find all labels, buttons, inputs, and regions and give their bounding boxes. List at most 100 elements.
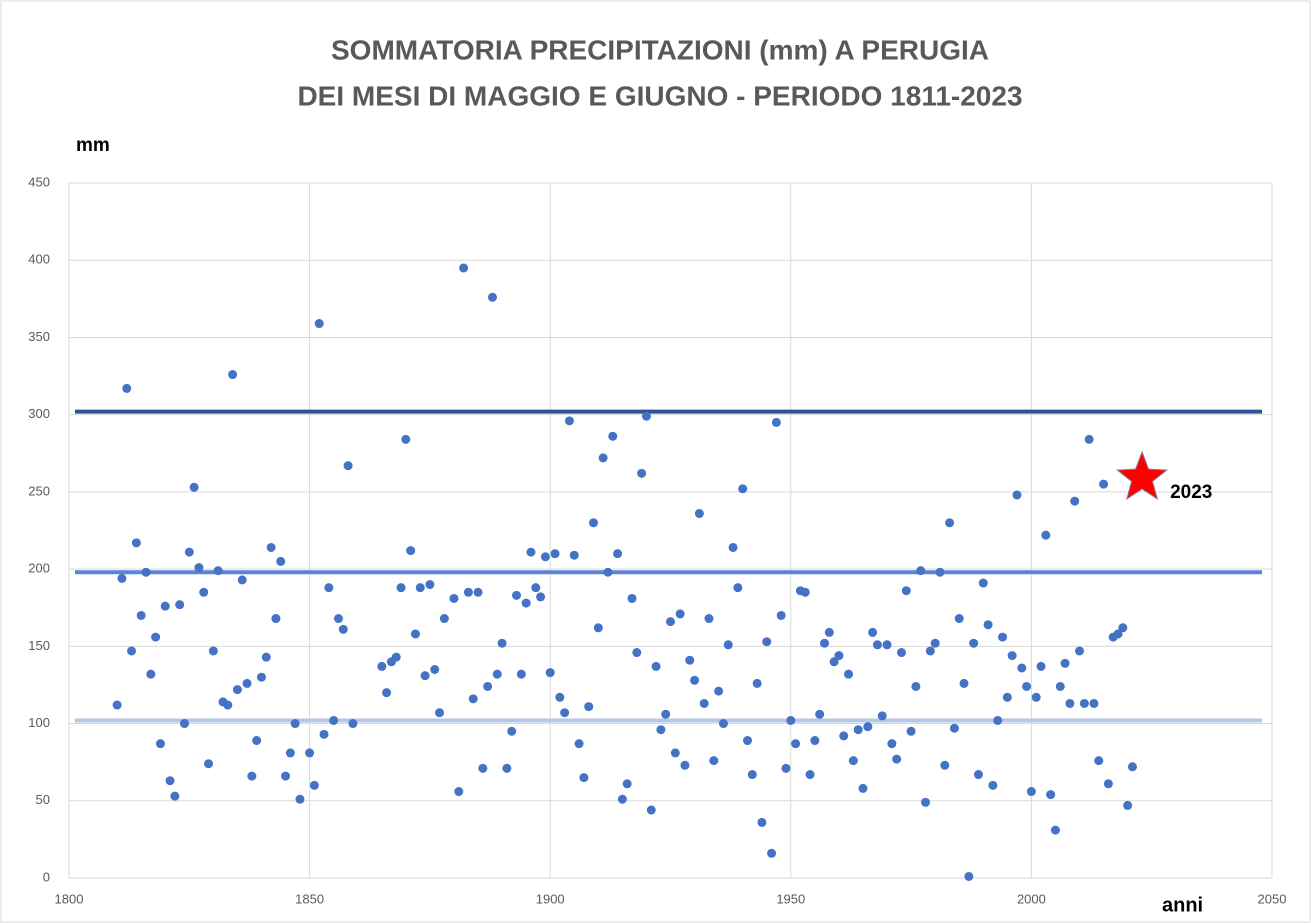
data-point bbox=[271, 614, 281, 624]
data-point bbox=[617, 794, 627, 804]
data-point bbox=[281, 771, 291, 781]
data-point bbox=[747, 770, 757, 780]
data-point bbox=[492, 669, 502, 679]
data-point bbox=[848, 756, 858, 766]
data-point bbox=[1012, 490, 1022, 500]
data-point bbox=[290, 719, 300, 729]
data-point bbox=[767, 848, 777, 858]
data-point bbox=[752, 678, 762, 688]
data-point bbox=[699, 698, 709, 708]
data-point bbox=[608, 431, 618, 441]
data-point bbox=[661, 709, 671, 719]
data-point bbox=[921, 797, 931, 807]
y-tick-label: 250 bbox=[28, 483, 50, 498]
data-point bbox=[131, 538, 141, 548]
data-point bbox=[497, 638, 507, 648]
data-point bbox=[988, 780, 998, 790]
x-axis-label: anni bbox=[1162, 894, 1203, 916]
data-point bbox=[622, 779, 632, 789]
data-point bbox=[819, 638, 829, 648]
data-point bbox=[983, 620, 993, 630]
data-point bbox=[208, 646, 218, 656]
data-point bbox=[589, 518, 599, 528]
data-point bbox=[680, 760, 690, 770]
data-point bbox=[593, 623, 603, 633]
data-point bbox=[892, 754, 902, 764]
data-point bbox=[430, 665, 440, 674]
data-point bbox=[309, 780, 319, 790]
data-point bbox=[550, 549, 560, 559]
data-point bbox=[627, 593, 637, 603]
data-point bbox=[338, 624, 348, 634]
data-point bbox=[1070, 496, 1080, 506]
data-point bbox=[1041, 530, 1051, 540]
data-point bbox=[863, 722, 873, 732]
data-point bbox=[969, 638, 979, 648]
data-point bbox=[319, 729, 329, 739]
data-point bbox=[478, 763, 488, 773]
data-point bbox=[415, 583, 425, 593]
data-point bbox=[555, 692, 565, 702]
data-point bbox=[348, 719, 358, 729]
data-point bbox=[805, 770, 815, 780]
data-point bbox=[232, 685, 242, 695]
data-point bbox=[333, 614, 343, 624]
data-point bbox=[127, 646, 137, 656]
data-point bbox=[641, 411, 651, 421]
data-point bbox=[377, 661, 387, 671]
data-point bbox=[940, 760, 950, 770]
data-point bbox=[256, 672, 266, 682]
data-point bbox=[1075, 646, 1085, 656]
y-tick-label: 400 bbox=[28, 252, 50, 267]
data-point bbox=[675, 609, 685, 619]
data-point bbox=[1055, 681, 1065, 691]
x-tick-label: 1950 bbox=[776, 891, 805, 906]
data-point bbox=[791, 739, 801, 749]
data-point bbox=[1089, 698, 1099, 708]
data-point bbox=[646, 805, 656, 815]
data-point bbox=[276, 556, 286, 566]
data-point bbox=[709, 756, 719, 766]
data-point bbox=[853, 725, 863, 735]
data-point bbox=[733, 583, 743, 593]
data-point bbox=[155, 739, 165, 749]
data-point bbox=[1031, 692, 1041, 702]
data-point bbox=[569, 550, 579, 560]
data-point bbox=[742, 736, 752, 746]
data-point bbox=[343, 461, 353, 471]
data-point bbox=[1026, 787, 1036, 797]
data-point bbox=[930, 638, 940, 648]
x-tick-label: 1850 bbox=[295, 891, 324, 906]
data-point bbox=[247, 771, 257, 781]
data-point bbox=[887, 739, 897, 749]
data-point bbox=[425, 580, 435, 590]
chart-title: DEI MESI DI MAGGIO E GIUGNO - PERIODO 18… bbox=[297, 80, 1022, 111]
data-point bbox=[507, 726, 517, 736]
data-point bbox=[949, 723, 959, 733]
data-point bbox=[305, 748, 315, 758]
data-point bbox=[314, 319, 324, 329]
data-point bbox=[829, 657, 839, 667]
data-point bbox=[916, 566, 926, 576]
data-point bbox=[223, 700, 233, 710]
data-point bbox=[1065, 698, 1075, 708]
data-point bbox=[410, 629, 420, 639]
data-point bbox=[170, 791, 180, 801]
chart-title: SOMMATORIA PRECIPITAZIONI (mm) A PERUGIA bbox=[331, 34, 989, 65]
data-point bbox=[213, 566, 223, 576]
data-point bbox=[877, 711, 887, 721]
data-point bbox=[531, 583, 541, 593]
data-point bbox=[146, 669, 156, 679]
data-point bbox=[925, 646, 935, 656]
data-point bbox=[266, 542, 276, 552]
data-point bbox=[670, 748, 680, 758]
data-point bbox=[632, 648, 642, 658]
data-point bbox=[882, 640, 892, 650]
data-point bbox=[651, 661, 661, 671]
data-point bbox=[844, 669, 854, 679]
data-point bbox=[237, 575, 247, 585]
data-point bbox=[1002, 692, 1012, 702]
y-tick-label: 150 bbox=[28, 638, 50, 653]
data-point bbox=[584, 702, 594, 712]
data-point bbox=[776, 610, 786, 620]
